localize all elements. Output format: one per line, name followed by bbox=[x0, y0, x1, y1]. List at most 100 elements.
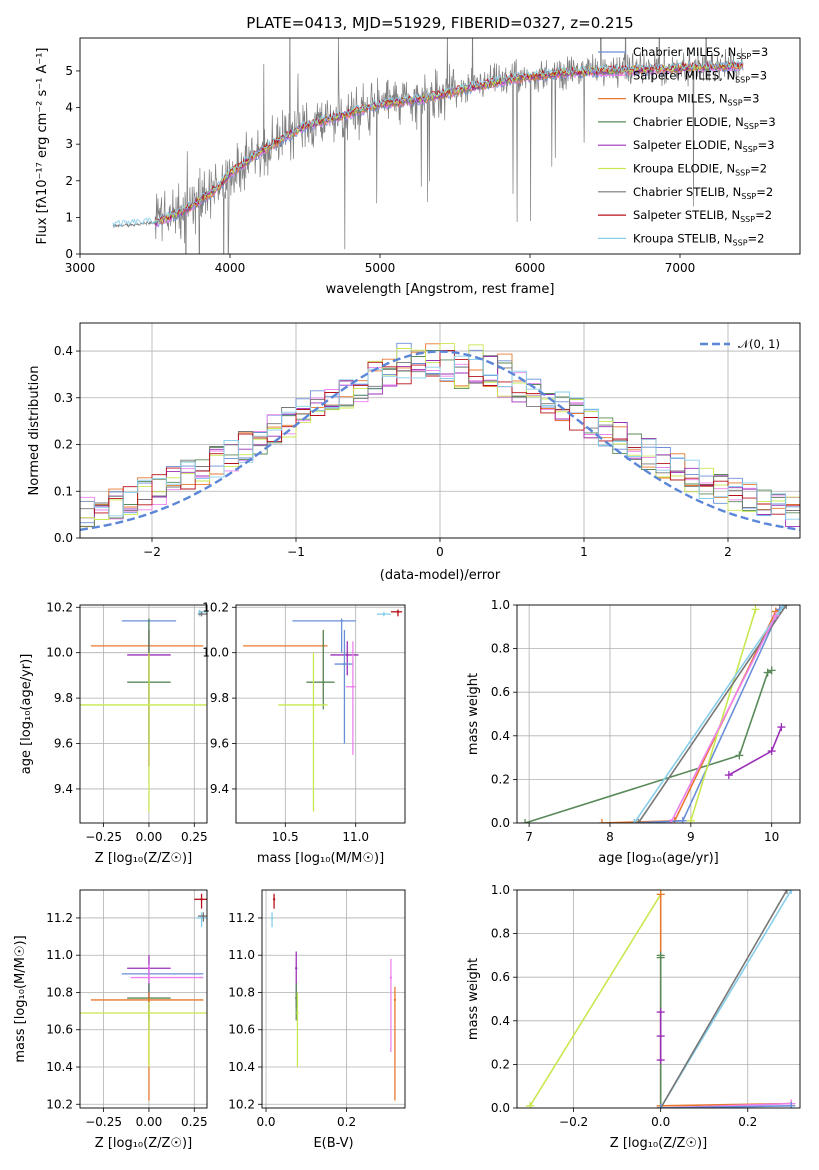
x-axis-label: E(B-V) bbox=[313, 1136, 353, 1151]
data-point bbox=[322, 681, 325, 684]
y-tick-label: 0.0 bbox=[491, 1101, 510, 1115]
axes-frame bbox=[235, 604, 406, 824]
series-marker bbox=[656, 951, 665, 960]
panel-age_vs_Z: −0.25 0.00 0.25 9.4 9.6 9.8 10.0 10.2 Z [log₁₀(Z… bbox=[19, 600, 208, 866]
y-tick-label: 0.6 bbox=[491, 970, 510, 984]
x-axis-label: wavelength [Angstrom, rest frame] bbox=[326, 282, 555, 297]
y-tick-label: 0.1 bbox=[54, 484, 73, 498]
series-marker bbox=[777, 723, 786, 732]
data-point bbox=[396, 610, 400, 614]
data-point bbox=[200, 898, 203, 901]
legend-label-sub: SSP bbox=[741, 192, 756, 201]
legend-label-sub: SSP bbox=[733, 238, 748, 247]
series-marker bbox=[656, 1056, 665, 1065]
x-tick-label: −1 bbox=[287, 545, 305, 559]
y-tick-label: 9.4 bbox=[54, 782, 73, 796]
y-tick-label: 11.0 bbox=[228, 948, 255, 962]
y-tick-label: 0.4 bbox=[491, 1014, 510, 1028]
series-marker bbox=[656, 1104, 665, 1108]
normal-curve bbox=[80, 350, 800, 531]
x-tick-label: 0.25 bbox=[181, 830, 208, 844]
legend-label: Chabrier ELODIE, NSSP=3 bbox=[633, 115, 776, 131]
series-marker bbox=[521, 819, 530, 823]
legend-label-suffix: =3 bbox=[743, 92, 760, 106]
y-axis-label: Flux [fλ10⁻¹⁷ erg cm⁻² s⁻¹ A⁻¹] bbox=[35, 48, 50, 245]
legend-label: Chabrier STELIB, NSSP=2 bbox=[633, 185, 773, 201]
series-marker bbox=[597, 819, 606, 823]
plot-area bbox=[80, 893, 207, 1101]
y-tick-label: 9.8 bbox=[54, 691, 73, 705]
x-axis-label: Z [log₁₀(Z/Z☉)] bbox=[95, 851, 192, 866]
legend-label-suffix: =2 bbox=[748, 231, 765, 245]
series-marker bbox=[767, 666, 776, 675]
legend-label-sub: SSP bbox=[728, 99, 743, 108]
x-tick-label: 0.00 bbox=[136, 1115, 163, 1129]
data-point bbox=[312, 703, 315, 707]
legend-label: Salpeter STELIB, NSSP=2 bbox=[633, 208, 772, 224]
panel-cumulative_mass_weight_vs_age: 7 8 9 10 0.0 0.2 0.4 0.6 0.8 1.0 age [log₁₀(age/yr… bbox=[466, 598, 801, 866]
data-point bbox=[272, 898, 276, 901]
y-tick-label: 10.4 bbox=[46, 1060, 73, 1074]
plot-area bbox=[521, 605, 791, 823]
y-tick-label: 10.4 bbox=[228, 1060, 255, 1074]
histogram-kroupa_stelib bbox=[80, 355, 800, 520]
series-marker bbox=[751, 605, 760, 614]
y-tick-label: 10.6 bbox=[46, 1023, 73, 1037]
y-tick-label: 10.0 bbox=[202, 646, 229, 660]
y-tick-label: 0 bbox=[65, 247, 73, 261]
x-tick-label: 5000 bbox=[365, 261, 396, 275]
data-point bbox=[343, 662, 346, 666]
x-tick-label: −0.25 bbox=[85, 1115, 122, 1129]
y-axis-label: mass [log₁₀(M/M☉)] bbox=[13, 935, 28, 1062]
data-point bbox=[200, 612, 203, 616]
data-point bbox=[389, 976, 393, 979]
data-point bbox=[295, 967, 298, 970]
legend-label-sub: SSP bbox=[744, 122, 759, 131]
legend-label-suffix: =2 bbox=[756, 185, 773, 199]
axes-frame bbox=[79, 889, 208, 1109]
x-tick-label: 7000 bbox=[665, 261, 696, 275]
series-line-chabrier_stelib bbox=[637, 605, 787, 823]
x-tick-label: 9 bbox=[687, 830, 695, 844]
axes-frame bbox=[516, 604, 801, 824]
x-tick-label: 0.2 bbox=[337, 1115, 356, 1129]
legend-label: Kroupa STELIB, NSSP=2 bbox=[633, 231, 764, 247]
plot-area bbox=[270, 893, 397, 1101]
series-marker bbox=[634, 819, 643, 823]
legend-label-suffix: =3 bbox=[750, 68, 767, 82]
y-tick-label: 2 bbox=[65, 174, 73, 188]
x-axis-label: mass [log₁₀(M/M☉)] bbox=[257, 851, 384, 866]
data-point bbox=[147, 976, 151, 979]
series-marker bbox=[787, 1101, 796, 1108]
y-tick-label: 0.8 bbox=[491, 642, 510, 656]
x-tick-label: 4000 bbox=[215, 261, 246, 275]
panel-cumulative_mass_weight_vs_Z: −0.2 0.0 0.2 0.0 0.2 0.4 0.6 0.8 1.0 Z [log₁₀(Z/Z… bbox=[466, 883, 801, 1151]
series-marker bbox=[678, 816, 687, 823]
y-tick-label: 5 bbox=[65, 64, 73, 78]
plot-area bbox=[80, 342, 800, 531]
axes-frame bbox=[79, 604, 208, 824]
legend-label-text: Kroupa MILES, N bbox=[633, 92, 728, 106]
data-point bbox=[346, 653, 349, 657]
x-axis-label: Z [log₁₀(Z/Z☉)] bbox=[95, 1136, 192, 1151]
data-point bbox=[270, 916, 274, 920]
x-tick-label: 11.0 bbox=[342, 830, 369, 844]
x-tick-label: 10.5 bbox=[272, 830, 299, 844]
y-tick-label: 11.2 bbox=[46, 911, 73, 925]
legend-label-sub: SSP bbox=[740, 215, 755, 224]
x-tick-label: 0.00 bbox=[136, 830, 163, 844]
legend-label: Kroupa MILES, NSSP=3 bbox=[633, 92, 759, 108]
legend-label-sub: SSP bbox=[743, 145, 758, 154]
y-tick-label: 10.2 bbox=[202, 600, 229, 614]
panel-residuals: −2 −1 0 1 2 0.0 0.1 0.2 0.3 0.4 (data-model)/error… bbox=[27, 322, 801, 583]
x-tick-label: 8 bbox=[606, 830, 614, 844]
series-marker bbox=[656, 890, 665, 899]
x-tick-label: −0.2 bbox=[559, 1115, 588, 1129]
x-tick-label: 1 bbox=[580, 545, 588, 559]
panel-mass_vs_Z: −0.25 0.00 0.25 10.2 10.4 10.6 10.8 11.0 11.2 Z [… bbox=[13, 889, 208, 1151]
y-tick-label: 0.4 bbox=[54, 344, 73, 358]
legend-label-text: Chabrier MILES, N bbox=[633, 45, 736, 59]
series-line-chabrier_elodie bbox=[524, 669, 773, 823]
y-tick-label: 1 bbox=[65, 210, 73, 224]
